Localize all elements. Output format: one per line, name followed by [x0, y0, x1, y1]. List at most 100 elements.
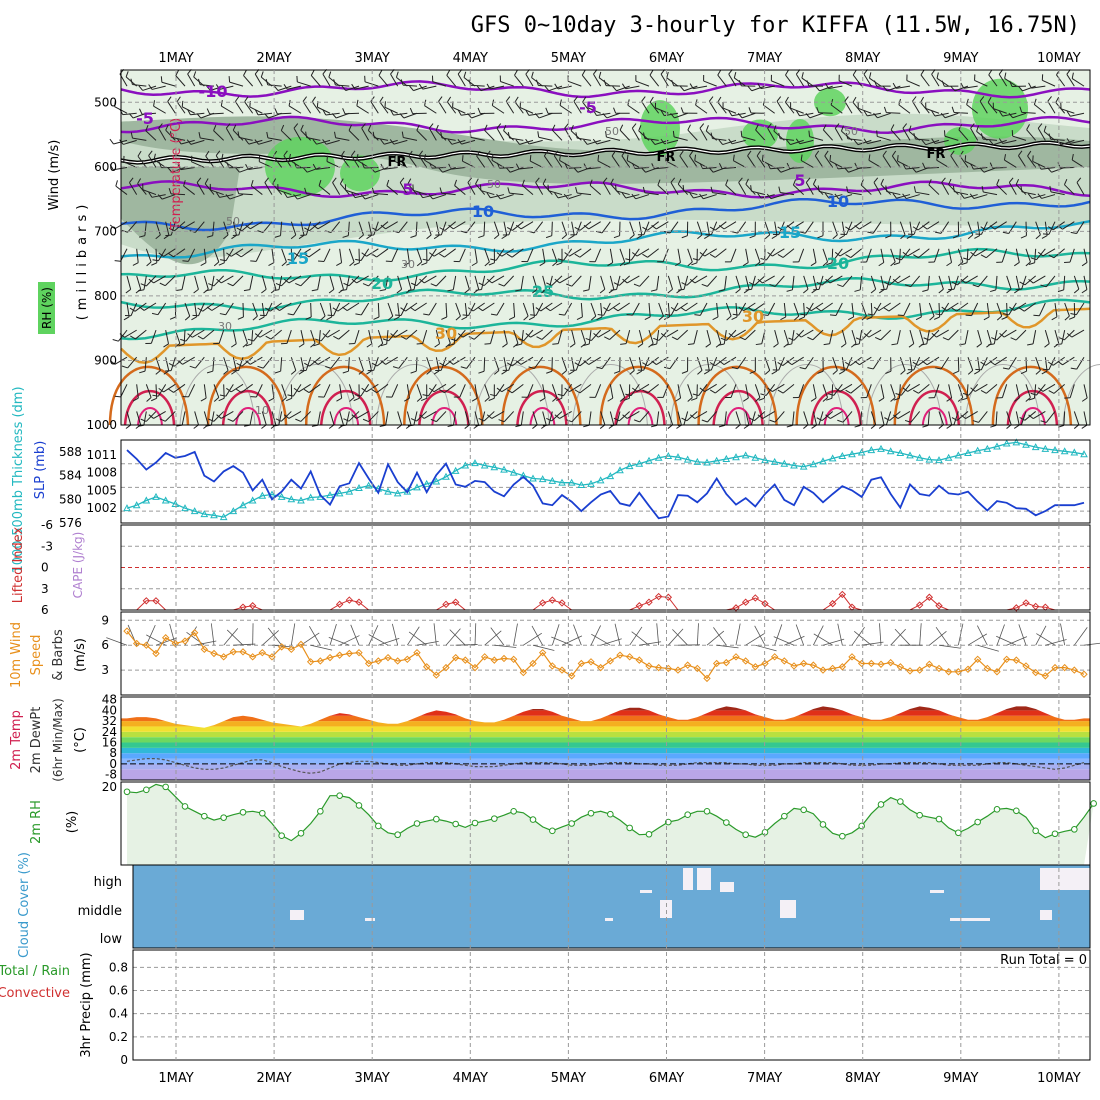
wind-barb-flag — [421, 262, 428, 266]
wind-barb-flag — [140, 418, 147, 422]
wind-barb-flag — [895, 257, 902, 261]
cloud-white-block — [720, 882, 734, 892]
wind-barb-flag — [854, 424, 861, 428]
wind-barb-flag — [163, 370, 170, 375]
wind-barb — [293, 302, 302, 316]
wind-barb-flag — [788, 337, 795, 341]
wind-barb-flag — [237, 131, 240, 138]
wind-barb — [587, 139, 601, 145]
wind-barb — [785, 74, 795, 87]
wind-barb-flag — [825, 83, 829, 89]
wind-barb-flag — [206, 306, 213, 311]
wind-barb — [351, 155, 360, 168]
wind-barb-flag — [891, 150, 897, 157]
surface-wind-barb — [977, 644, 999, 652]
lifted-index-point — [635, 602, 644, 610]
wind-barb — [561, 221, 568, 236]
wind-barb-flag — [651, 224, 657, 230]
wind-barb — [165, 411, 176, 422]
wind-barb-flag — [566, 419, 573, 423]
wind-barb — [136, 384, 139, 399]
wind-barb — [339, 411, 344, 426]
wind-barb-flag — [902, 251, 908, 257]
wind-barb — [461, 139, 476, 145]
wind-barb — [239, 166, 253, 173]
wind-barb — [1048, 221, 1056, 235]
thickness-point — [964, 448, 972, 457]
wind-barb — [194, 302, 198, 317]
wind-barb — [609, 275, 615, 290]
wind-barb-flag — [773, 125, 777, 132]
wind-barb-flag — [221, 153, 224, 160]
wind-barb-flag — [709, 362, 716, 367]
wind-barb — [977, 329, 982, 344]
wind-barb — [588, 411, 592, 426]
wind-barb-flag — [377, 343, 384, 348]
wind-barb-flag — [1040, 284, 1047, 288]
lifted-index-point — [645, 598, 653, 606]
wind-barb-flag — [227, 418, 234, 422]
wind-barb — [496, 127, 505, 141]
wind-barb — [164, 275, 176, 287]
wind-barb-flag — [718, 163, 723, 169]
rh-band-dark-west — [121, 166, 240, 265]
wind-barb — [745, 275, 750, 290]
wind-barb-flag — [892, 193, 897, 199]
wind-barb-flag — [1009, 80, 1013, 87]
surface-wind-barb — [967, 633, 988, 646]
lifted-index-tick-label: -3 — [41, 539, 53, 553]
lifted-index-point — [741, 598, 750, 606]
temp-tick-label: -8 — [105, 768, 117, 782]
wind-barb-flag — [457, 109, 462, 116]
wind-barb-flag — [464, 288, 470, 294]
wind-barb-flag — [552, 397, 558, 402]
wind-barb-flag — [845, 226, 851, 231]
wind-barb — [249, 411, 254, 426]
wind-barb — [436, 411, 447, 422]
wind-barb — [609, 329, 621, 340]
wind-barb — [120, 248, 128, 262]
wind-barb-flag — [498, 283, 505, 287]
wind-barb-flag — [649, 69, 654, 76]
surface-wind-barb — [406, 626, 420, 646]
wind-barb — [113, 166, 128, 171]
rh-point — [394, 831, 401, 839]
wind-barb-flag — [351, 192, 356, 198]
wind-barb-flag — [484, 343, 491, 345]
date-label-top: 2MAY — [256, 51, 291, 66]
wind-speed-point — [171, 639, 180, 648]
thickness-tick-label: 580 — [59, 492, 82, 506]
wind-barb — [344, 112, 360, 115]
wind-barb — [735, 275, 741, 290]
thickness-point — [983, 444, 992, 452]
wind-barb-flag — [137, 150, 142, 157]
wind-barb — [171, 136, 186, 141]
cloud-cover-area — [133, 865, 1090, 948]
wind-barb — [143, 275, 147, 290]
temperature-contour-45 — [1019, 407, 1046, 426]
wind-barb — [474, 275, 480, 290]
thickness-point — [355, 483, 363, 492]
temperature-contour-35 — [795, 365, 876, 426]
surface-wind-barb — [591, 633, 611, 646]
wind-barb — [617, 302, 630, 312]
wind-barb-flag — [112, 339, 119, 342]
wind-barb — [339, 183, 350, 195]
wind-barb — [913, 221, 921, 235]
wind-barb — [1018, 155, 1027, 168]
wind-barb-flag — [583, 289, 590, 292]
wind-barb-flag — [197, 335, 204, 340]
wind-barb — [917, 356, 930, 366]
wind-barb — [966, 248, 969, 263]
wind-barb — [774, 221, 778, 236]
wind-barb-flag — [223, 370, 229, 375]
wind-barb-flag — [1026, 124, 1030, 130]
rh-point — [220, 814, 227, 821]
thickness-point — [683, 455, 692, 463]
wind-barb — [317, 275, 321, 290]
wind-barb — [845, 221, 853, 235]
wind-speed-point — [925, 660, 934, 668]
wind-speed-point — [606, 657, 615, 665]
wind-barb-flag — [581, 69, 586, 76]
wind-barb — [300, 275, 312, 287]
